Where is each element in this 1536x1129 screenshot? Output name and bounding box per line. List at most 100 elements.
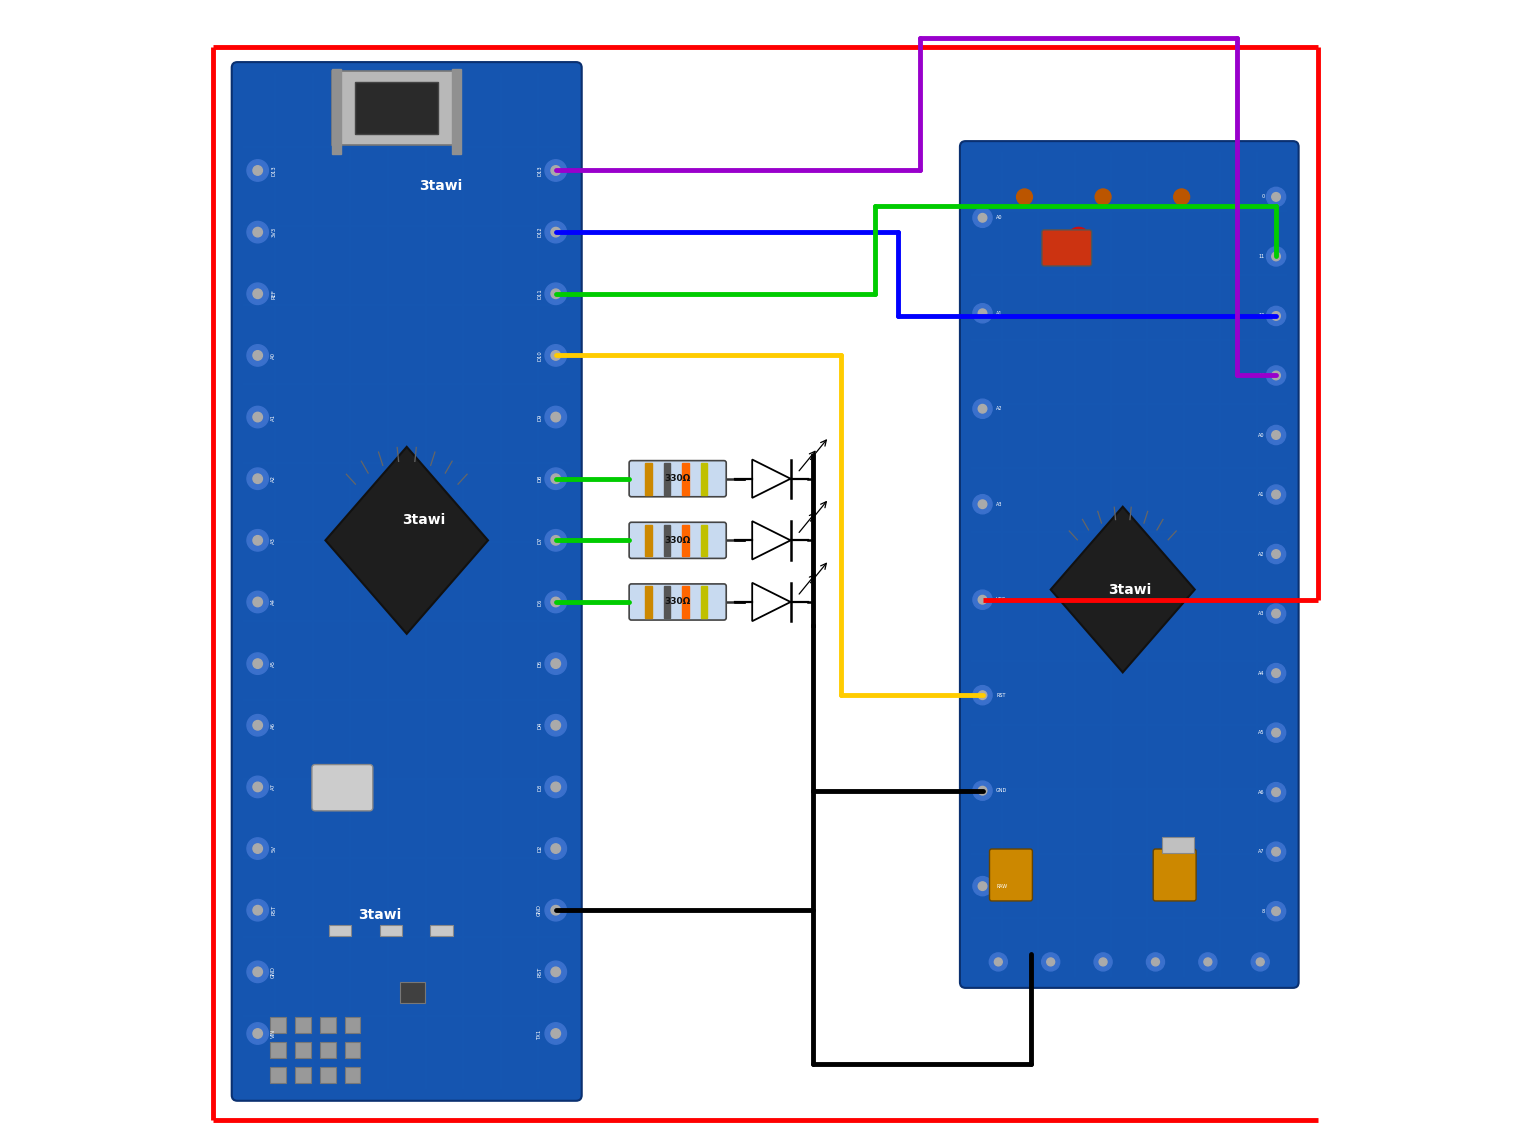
Circle shape [978,595,986,604]
Text: RST: RST [272,905,276,916]
Bar [319,1017,335,1033]
Text: 3tawi: 3tawi [419,178,462,193]
Circle shape [1267,187,1286,207]
Text: A5: A5 [1258,730,1264,735]
Circle shape [972,495,992,514]
Circle shape [545,776,567,797]
Circle shape [253,412,263,422]
Text: D12: D12 [538,227,542,237]
Text: A6: A6 [272,721,276,729]
Text: A2: A2 [1258,552,1264,557]
FancyBboxPatch shape [630,523,727,559]
Circle shape [1267,306,1286,325]
Bar [452,69,461,154]
Text: A2: A2 [272,475,276,482]
Circle shape [1272,252,1281,261]
Circle shape [545,1023,567,1044]
Circle shape [545,715,567,736]
Text: D6: D6 [538,598,542,605]
Circle shape [253,166,263,175]
Text: A7: A7 [1258,849,1264,855]
Text: D9: D9 [538,413,542,421]
Text: A3: A3 [272,537,276,544]
Circle shape [978,787,986,795]
Circle shape [972,304,992,323]
Text: RST: RST [538,966,542,977]
Circle shape [253,351,263,360]
Polygon shape [1051,507,1195,673]
Bar [682,463,688,495]
Circle shape [545,900,567,921]
Circle shape [1094,953,1112,971]
Text: 330Ω: 330Ω [665,474,691,483]
Bar [332,71,461,145]
Circle shape [1272,193,1281,201]
Circle shape [545,467,567,489]
Circle shape [551,1029,561,1039]
Circle shape [1068,227,1091,250]
Circle shape [247,530,269,551]
Text: GND: GND [538,904,542,916]
Text: A5: A5 [272,660,276,667]
Circle shape [545,592,567,613]
Bar [355,82,438,133]
Text: 3tawi: 3tawi [358,909,401,922]
Text: A7: A7 [272,784,276,790]
Circle shape [1272,312,1281,321]
Circle shape [1272,371,1281,379]
Text: D11: D11 [538,288,542,299]
Circle shape [1095,189,1111,204]
Circle shape [545,961,567,982]
Text: 0: 0 [1261,194,1264,200]
Circle shape [1267,902,1286,921]
Bar [700,463,707,495]
Text: 3tawi: 3tawi [1107,583,1150,596]
Bar [645,525,651,557]
Circle shape [247,283,269,305]
Circle shape [1146,953,1164,971]
Circle shape [247,159,269,181]
Bar [319,1067,335,1083]
Circle shape [247,900,269,921]
Bar [329,925,352,936]
Circle shape [545,838,567,859]
Bar [344,1017,361,1033]
Polygon shape [326,447,488,633]
Circle shape [253,843,263,854]
Circle shape [1252,953,1269,971]
Circle shape [253,474,263,483]
Bar [295,1067,310,1083]
FancyBboxPatch shape [989,849,1032,901]
FancyBboxPatch shape [1041,230,1092,266]
Text: TX1: TX1 [538,1029,542,1039]
Circle shape [978,691,986,700]
Text: D5: D5 [538,660,542,667]
Circle shape [1198,953,1217,971]
Circle shape [1152,957,1160,966]
Circle shape [551,782,561,791]
Circle shape [551,289,561,298]
Circle shape [247,344,269,366]
Circle shape [545,344,567,366]
Text: A3: A3 [995,501,1003,507]
Circle shape [972,781,992,800]
Circle shape [972,208,992,227]
Circle shape [253,968,263,977]
Circle shape [253,720,263,730]
Text: GND: GND [272,966,276,978]
Circle shape [1272,550,1281,559]
Circle shape [1041,953,1060,971]
Bar [319,1042,335,1058]
Circle shape [545,406,567,428]
Text: VCC: VCC [995,597,1006,602]
Circle shape [1267,723,1286,742]
Circle shape [253,1029,263,1039]
Circle shape [247,221,269,243]
Text: 13: 13 [1258,373,1264,378]
Circle shape [551,412,561,422]
Circle shape [1267,664,1286,683]
Bar [430,925,453,936]
Circle shape [247,838,269,859]
Bar [344,1067,361,1083]
Circle shape [551,474,561,483]
